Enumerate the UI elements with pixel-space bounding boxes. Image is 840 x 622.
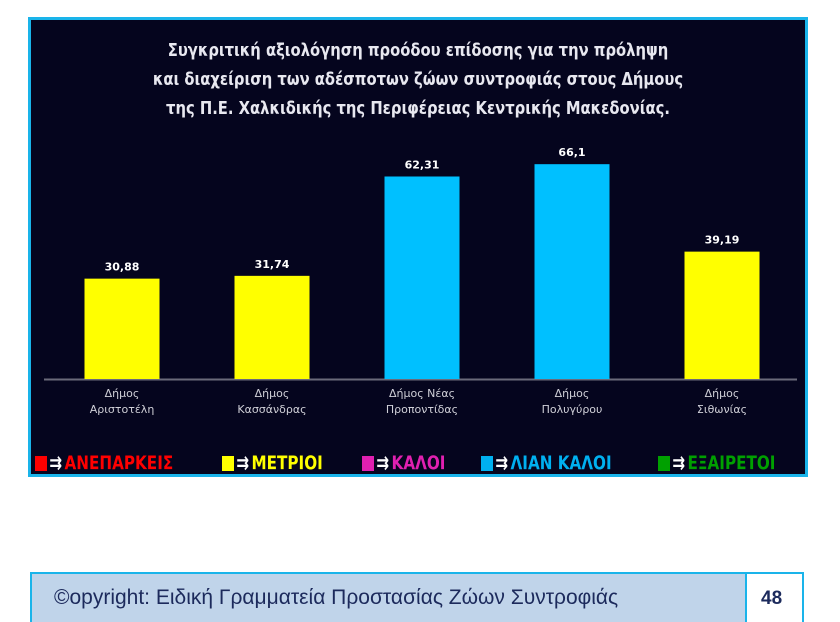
data-label: 39,19 bbox=[705, 234, 740, 247]
legend-swatch bbox=[480, 455, 493, 471]
chart-frame: Συγκριτική αξιολόγηση προόδου επίδοσης γ… bbox=[28, 17, 808, 477]
legend-label: ΚΑΛΟΙ bbox=[391, 452, 446, 474]
legend-swatch bbox=[658, 455, 671, 471]
legend-swatch bbox=[362, 455, 375, 471]
legend-label: ΜΕΤΡΙΟΙ bbox=[251, 452, 323, 474]
x-tick-label: Κασσάνδρας bbox=[237, 403, 306, 416]
x-tick-label: Δήμος bbox=[255, 387, 290, 400]
bar bbox=[84, 278, 160, 379]
chart-title: Συγκριτική αξιολόγηση προόδου επίδοσης γ… bbox=[101, 36, 736, 123]
x-tick-label: Αριστοτέλη bbox=[90, 403, 155, 416]
x-tick-label: Σιθωνίας bbox=[697, 403, 747, 416]
data-label: 31,74 bbox=[255, 258, 290, 271]
bar bbox=[234, 275, 310, 379]
bar bbox=[384, 176, 460, 379]
page-number: 48 bbox=[761, 588, 783, 609]
arrow-icon: ⇉ bbox=[376, 452, 390, 474]
legend-label: ΛΙΑΝ ΚΑΛΟΙ bbox=[510, 452, 612, 474]
bar-chart: 30,88 Δήμος Αριστοτέλη 31,74 Δήμος Κασσάνδρας… bbox=[44, 146, 797, 416]
arrow-icon: ⇉ bbox=[236, 452, 250, 474]
arrow-icon: ⇉ bbox=[672, 452, 686, 474]
arrow-icon: ⇉ bbox=[49, 452, 63, 474]
page-number-box: 48 bbox=[745, 572, 804, 622]
title-line: Συγκριτική αξιολόγηση προόδου επίδοσης γ… bbox=[167, 40, 669, 61]
arrow-icon: ⇉ bbox=[495, 452, 508, 474]
legend-swatch bbox=[35, 455, 47, 471]
footer-copyright: ©opyright: Ειδική Γραμματεία Προστασίας … bbox=[30, 572, 747, 622]
legend-item: ⇉ ΜΕΤΡΙΟΙ bbox=[222, 452, 323, 474]
legend-item: ⇉ ΑΝΕΠΑΡΚΕΙΣ bbox=[35, 452, 173, 474]
data-label: 62,31 bbox=[405, 158, 440, 171]
legend-swatch bbox=[222, 455, 235, 471]
legend: ⇉ ΑΝΕΠΑΡΚΕΙΣ ⇉ ΜΕΤΡΙΟΙ ⇉ ΚΑΛΟΙ ⇉ ΛΙΑΝ ΚΑΛΟΙ ⇉ ΕΞΑ… bbox=[35, 452, 805, 474]
legend-label: ΕΞΑΙΡΕΤΟΙ bbox=[687, 452, 776, 474]
legend-item: ⇉ ΕΞΑΙΡΕΤΟΙ bbox=[658, 452, 776, 474]
bar bbox=[534, 164, 610, 379]
data-label: 66,1 bbox=[558, 146, 585, 159]
legend-item: ⇉ ΛΙΑΝ ΚΑΛΟΙ bbox=[480, 452, 612, 474]
x-tick-label: Προποντίδας bbox=[386, 403, 458, 416]
data-label: 30,88 bbox=[105, 261, 140, 274]
title-line: της Π.Ε. Χαλκιδικής της Περιφέρειας Κεντ… bbox=[166, 98, 670, 119]
legend-label: ΑΝΕΠΑΡΚΕΙΣ bbox=[64, 452, 174, 474]
x-tick-label: Δήμος bbox=[105, 387, 140, 400]
copyright-text: ©opyright: Ειδική Γραμματεία Προστασίας … bbox=[54, 586, 619, 609]
x-tick-label: Πολυγύρου bbox=[542, 403, 603, 416]
x-tick-label: Δήμος bbox=[555, 387, 590, 400]
legend-item: ⇉ ΚΑΛΟΙ bbox=[362, 452, 446, 474]
title-line: και διαχείριση των αδέσποτων ζώων συντρο… bbox=[152, 69, 684, 90]
x-tick-label: Δήμος bbox=[705, 387, 740, 400]
x-tick-label: Δήμος Νέας bbox=[389, 387, 455, 400]
bar bbox=[684, 251, 760, 379]
